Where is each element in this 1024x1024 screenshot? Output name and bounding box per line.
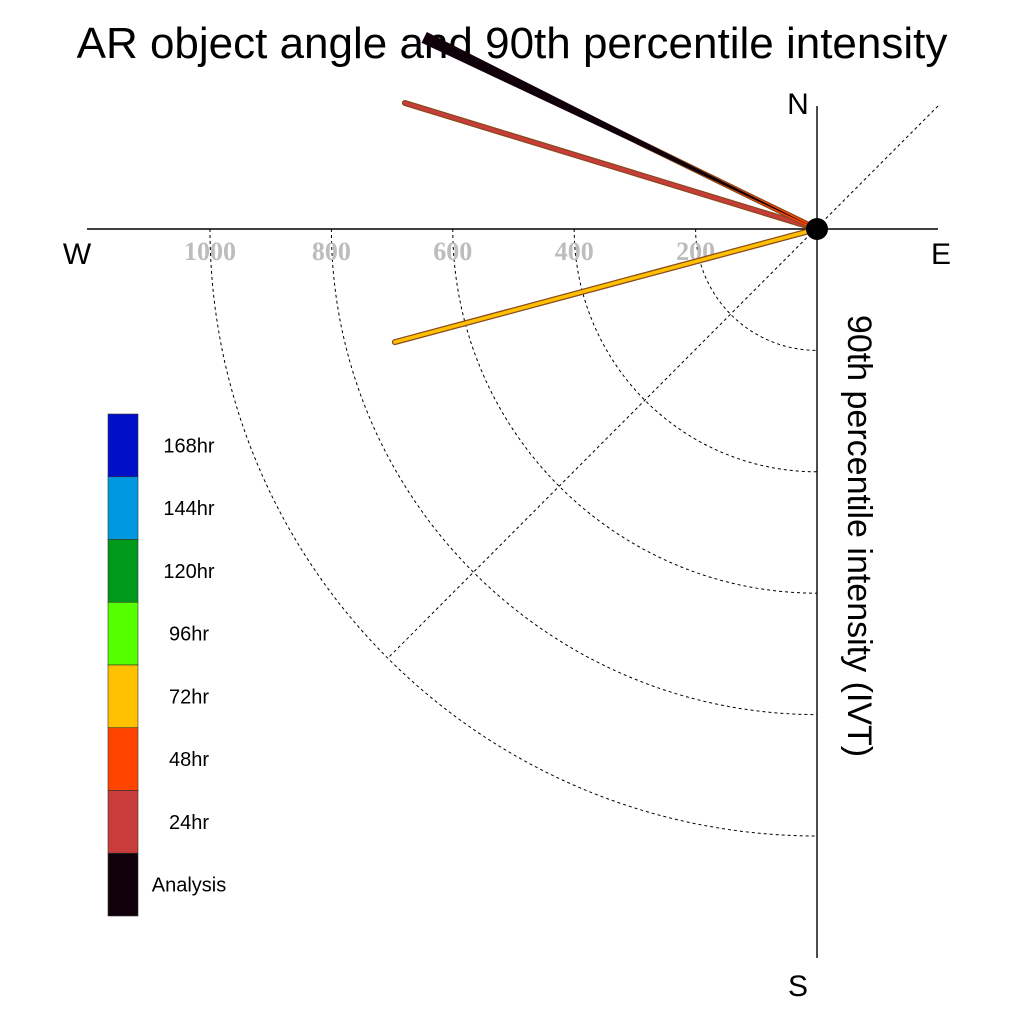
legend-label-analysis: Analysis [152,875,226,897]
legend-swatch-144hr [107,476,139,540]
tick-label-600: 600 [433,237,472,266]
compass-east-label: E [931,238,951,271]
tick-label-1000: 1000 [184,237,236,266]
compass-west-label: W [63,238,92,271]
vector-24hr [403,101,819,231]
grid-arc-800 [330,228,818,716]
legend-swatch-analysis [107,852,139,917]
diagonal-guide-line [387,105,939,659]
compass-axes [87,105,939,958]
legend-label-24hr: 24hr [169,812,209,834]
legend-label-96hr: 96hr [169,624,209,646]
legend-swatch-120hr [107,539,139,603]
legend-label-144hr: 144hr [163,498,214,520]
legend-label-168hr: 168hr [163,435,214,457]
chart-title: AR object angle and 90th percentile inte… [77,19,948,68]
angle-vectors [391,32,820,346]
legend-swatch-48hr [107,727,139,791]
grid-arc-400 [573,228,818,473]
vector-72hr [393,227,819,344]
legend: 168hr 144hr 120hr 96hr 72hr 48hr 24hr Analysis [107,413,226,917]
grid-arc-200 [695,228,818,351]
y-axis-label: 90th percentile intensity (IVT) [840,315,878,757]
polar-grid [209,228,818,837]
vector-analysis [421,32,817,229]
tick-label-800: 800 [312,237,351,266]
grid-arc-600 [452,228,818,594]
legend-swatch-24hr [107,790,139,854]
tick-label-400: 400 [555,237,594,266]
compass-north-label: N [787,88,809,121]
compass-south-label: S [788,970,808,1003]
grid-arc-1000 [209,228,818,837]
legend-swatch-96hr [107,601,139,666]
legend-label-72hr: 72hr [169,686,209,708]
legend-swatch-168hr [107,413,139,478]
origin-marker [806,218,828,240]
legend-swatch-72hr [107,664,139,729]
legend-label-48hr: 48hr [169,749,209,771]
legend-label-120hr: 120hr [163,561,214,583]
